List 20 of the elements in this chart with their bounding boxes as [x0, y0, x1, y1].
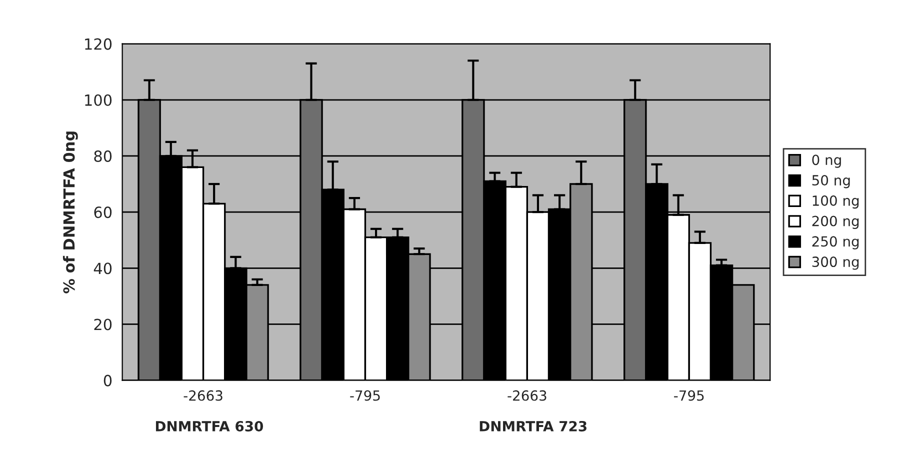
legend-label: 50 ng — [812, 175, 850, 188]
x-tick-label: -795 — [350, 390, 380, 401]
text: DNMRTFA 630 — [156, 420, 264, 432]
y-tick-label: 0 — [104, 374, 112, 386]
x-tick-label: -795 — [674, 390, 704, 401]
y-tick-label: 100 — [85, 94, 112, 106]
y-axis-title: % of DNMRTFA 0ng — [62, 132, 78, 294]
y-tick-label: 60 — [94, 206, 112, 218]
y-tick-label: 120 — [85, 38, 112, 50]
x-tick-label: -2663 — [184, 390, 222, 401]
legend-label: 0 ng — [812, 154, 841, 168]
x-tick-label: -2663 — [508, 390, 546, 401]
y-tick-label: 20 — [94, 318, 112, 330]
y-tick-label: 40 — [94, 262, 112, 274]
legend-label: 200 ng — [812, 216, 859, 229]
legend-label: 300 ng — [812, 256, 859, 270]
y-tick-label: 80 — [94, 150, 112, 162]
legend-label: 100 ng — [812, 195, 859, 209]
text: DNMRTFA 723 — [480, 420, 586, 432]
legend-label: 250 ng — [812, 236, 859, 250]
